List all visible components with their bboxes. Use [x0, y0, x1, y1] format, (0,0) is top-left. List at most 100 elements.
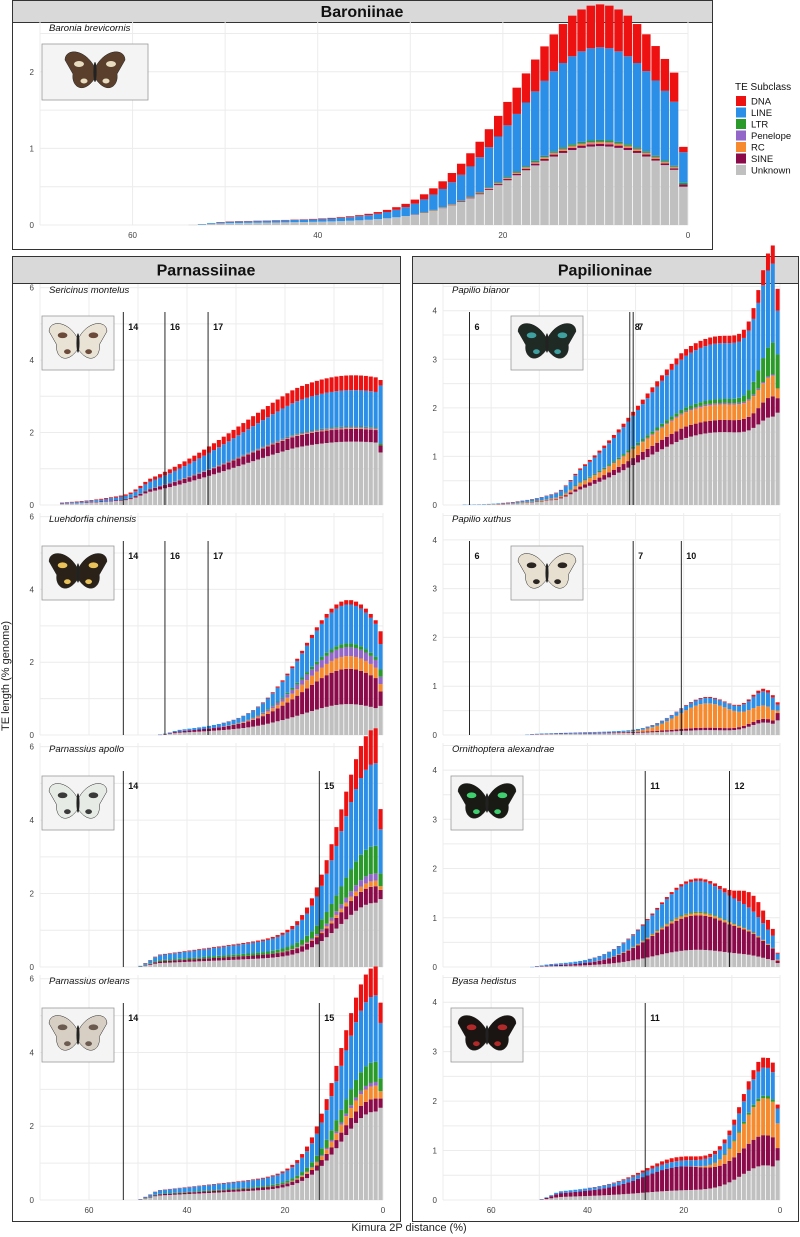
bar-segment-line — [290, 220, 299, 223]
bar-segment-rc — [751, 396, 756, 414]
bar-segment-ltr — [354, 1079, 359, 1098]
bar-segment-rc — [679, 916, 684, 919]
divergence-label: 11 — [650, 1013, 660, 1023]
bar-segment-unknown — [611, 1194, 616, 1200]
bar-segment-sine — [207, 728, 212, 732]
bar-segment-line — [305, 1151, 310, 1168]
bar-segment-line — [583, 1188, 588, 1191]
bar-segment-sine — [703, 915, 708, 950]
bar-segment-line — [271, 220, 281, 223]
bar-segment-sine — [265, 954, 270, 958]
bar-segment-penelope — [531, 161, 540, 163]
bar-segment-rc — [583, 480, 588, 485]
bar-segment-rc — [650, 727, 655, 732]
bar-segment-rc — [512, 172, 521, 174]
bar-segment-line — [669, 101, 679, 166]
bar-segment-sine — [363, 888, 368, 905]
bar-segment-sine — [616, 1185, 621, 1195]
bar-segment-unknown — [510, 503, 515, 505]
bar-segment-sine — [650, 1173, 655, 1193]
bar-segment-unknown — [746, 726, 751, 735]
bar-segment-sine — [635, 1178, 640, 1194]
bar-segment-line — [334, 391, 339, 428]
bar-segment-dna — [339, 601, 344, 606]
bar-segment-sine — [378, 889, 383, 900]
y-tick-label: 6 — [30, 975, 35, 984]
bar-segment-line — [94, 500, 99, 502]
bar-segment-ltr — [265, 444, 270, 446]
bar-segment-sine — [751, 1139, 756, 1169]
bar-segment-line — [158, 477, 163, 486]
bar-segment-unknown — [660, 731, 665, 735]
bar-segment-unknown — [741, 431, 746, 505]
bar-segment-line — [640, 404, 645, 439]
bar-segment-line — [616, 1181, 621, 1186]
bar-segment-sine — [226, 1190, 231, 1193]
bar-segment-ltr — [290, 945, 295, 950]
bar-segment-rc — [708, 703, 713, 728]
butterfly-wing — [77, 553, 108, 589]
bar-segment-line — [684, 1160, 689, 1167]
bar-segment-line — [746, 330, 751, 391]
bar-segment-ltr — [746, 1112, 751, 1115]
bar-segment-ltr — [300, 1172, 305, 1176]
bar-segment-sine — [378, 691, 383, 706]
bar-segment-sine — [573, 1191, 578, 1197]
bar-segment-unknown — [182, 483, 187, 505]
butterfly-wing — [48, 1015, 79, 1051]
bar-segment-line — [751, 696, 756, 708]
bar-segment-rc — [660, 162, 670, 164]
bar-segment-rc — [703, 1165, 708, 1168]
bar-segment-ltr — [698, 911, 703, 913]
bar-segment-sine — [344, 429, 349, 442]
bar-segment-line — [765, 1067, 770, 1097]
bar-segment-ltr — [363, 849, 368, 877]
bar-segment-sine — [226, 725, 231, 730]
bar-segment-rc — [275, 442, 280, 443]
bar-segment-line — [216, 1184, 221, 1190]
bar-segment-ltr — [177, 958, 182, 961]
bar-segment-sine — [285, 951, 290, 956]
y-tick-label: 1 — [433, 682, 438, 691]
bar-segment-dna — [363, 736, 368, 770]
bar-segment-unknown — [207, 960, 212, 967]
bar-segment-ltr — [727, 398, 732, 404]
bar-segment-dna — [172, 466, 177, 471]
bar-segment-unknown — [592, 1195, 597, 1200]
wing-spot — [494, 1041, 501, 1047]
bar-segment-unknown — [207, 223, 216, 225]
bar-segment-unknown — [211, 1192, 216, 1200]
bar-segment-sine — [167, 1193, 172, 1195]
bar-segment-line — [713, 886, 718, 916]
bar-segment-line — [104, 498, 109, 502]
bars — [158, 600, 383, 736]
bar-segment-ltr — [540, 155, 549, 158]
bar-segment-line — [246, 1180, 251, 1188]
bar-segment-sine — [703, 421, 708, 434]
bar-segment-ltr — [192, 1191, 197, 1193]
bar-segment-unknown — [669, 731, 674, 735]
bar-segment-dna — [305, 642, 310, 646]
bar-segment-ltr — [158, 1193, 163, 1195]
bar-segment-penelope — [688, 408, 693, 411]
bar-segment-sine — [246, 721, 251, 728]
bar-segment-ltr — [319, 428, 324, 430]
bar-segment-line — [521, 102, 531, 167]
bar-segment-sine — [674, 729, 679, 732]
bar-segment-dna — [211, 947, 216, 949]
bar-segment-unknown — [192, 1193, 197, 1200]
bar-segment-dna — [703, 338, 708, 347]
bar-segment-dna — [708, 881, 713, 884]
bar-segment-sine — [256, 955, 261, 959]
bar-segment-line — [722, 702, 727, 708]
bar-segment-unknown — [544, 966, 549, 967]
bar-segment-dna — [104, 498, 109, 499]
bar-segment-dna — [756, 690, 761, 694]
bar-segment-line — [226, 721, 231, 726]
bar-segment-unknown — [336, 221, 346, 225]
bar-segment-unknown — [265, 723, 270, 735]
bar-segment-penelope — [595, 141, 605, 143]
bar-segment-penelope — [309, 431, 314, 433]
bar-segment-unknown — [650, 1192, 655, 1200]
divergence-label: 17 — [213, 322, 223, 332]
